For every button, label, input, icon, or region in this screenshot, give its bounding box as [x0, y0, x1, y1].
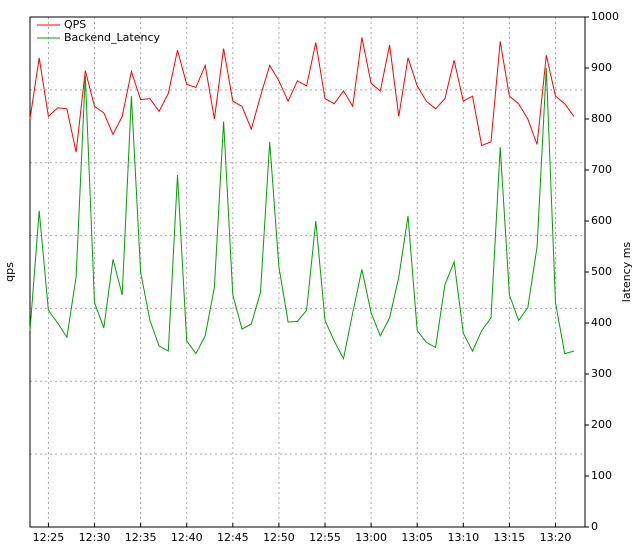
y2-tick-label: 200: [591, 418, 612, 431]
x-tick-label: 12:45: [217, 531, 249, 544]
x-tick-label: 13:05: [401, 531, 433, 544]
y2-tick-label: 600: [591, 214, 612, 227]
x-tick-label: 12:55: [309, 531, 341, 544]
x-tick-label: 12:50: [263, 531, 295, 544]
y2-tick-label: 400: [591, 316, 612, 329]
legend-label: QPS: [64, 18, 86, 31]
series-line: [29, 37, 575, 153]
x-tick-label: 12:30: [79, 531, 111, 544]
y2-axis-label: latency ms: [620, 242, 633, 303]
x-tick-label: 13:15: [494, 531, 526, 544]
x-tick-label: 12:40: [171, 531, 203, 544]
y2-tick-label: 700: [591, 163, 612, 176]
series-line: [29, 67, 575, 361]
legend-label: Backend_Latency: [64, 31, 161, 44]
y-axis-label: qps: [3, 262, 16, 282]
y2-tick-label: 0: [591, 520, 598, 533]
x-tick-label: 13:00: [355, 531, 387, 544]
y2-tick-label: 300: [591, 367, 612, 380]
y2-tick-label: 100: [591, 469, 612, 482]
x-tick-label: 13:10: [447, 531, 479, 544]
y2-tick-label: 1000: [591, 10, 619, 23]
x-tick-label: 13:20: [540, 531, 572, 544]
x-tick-label: 12:35: [125, 531, 157, 544]
x-tick-label: 12:25: [33, 531, 65, 544]
y2-tick-label: 900: [591, 61, 612, 74]
y2-tick-label: 800: [591, 112, 612, 125]
plot-frame: [29, 16, 586, 528]
y2-tick-label: 500: [591, 265, 612, 278]
